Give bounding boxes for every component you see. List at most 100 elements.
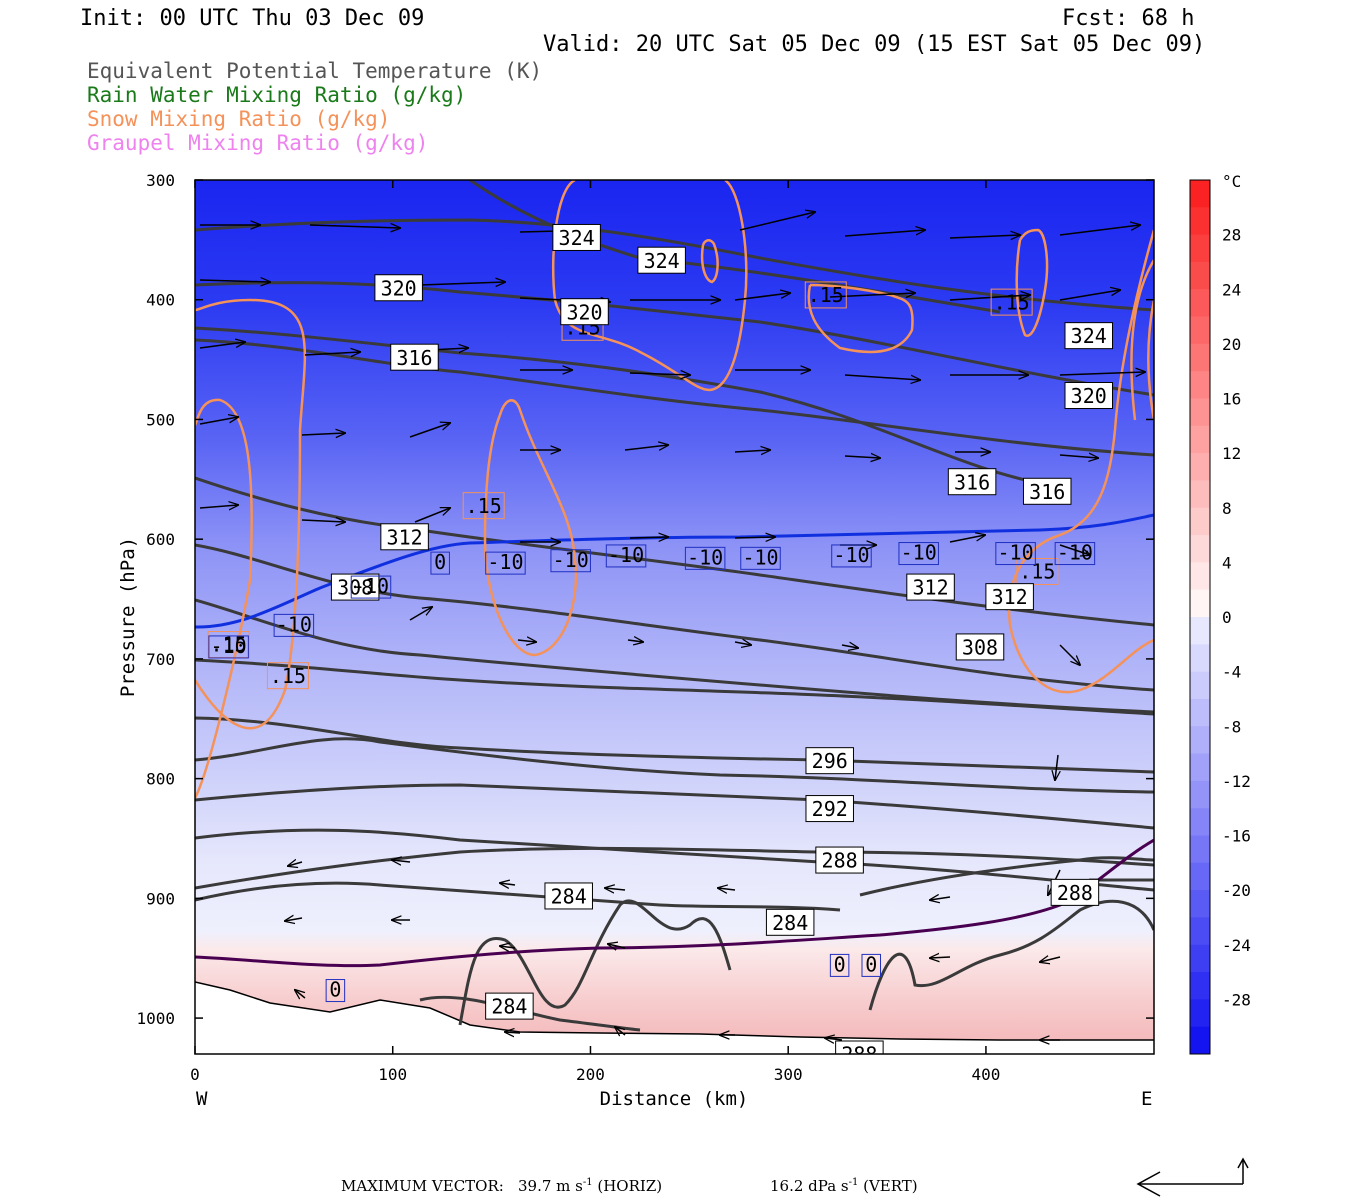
temperature-label: -10	[742, 545, 778, 569]
theta-e-label: 284	[491, 995, 527, 1019]
theta-e-label-box	[906, 573, 955, 601]
temperature-label-box	[861, 953, 881, 977]
legend-rain-water: Rain Water Mixing Ratio (g/kg)	[87, 83, 466, 107]
temperature-label: -10	[901, 541, 937, 565]
colorbar: 28 24 20 16 12 8 4 0 -4 -8 -12 -16 -20 -24 -28	[1189, 179, 1251, 1055]
theta-e-label: 312	[992, 585, 1028, 609]
colorbar-band	[1190, 617, 1210, 645]
colorbar-band	[1190, 753, 1210, 782]
x-tick-label: 300	[774, 1065, 803, 1084]
theta-e-label-box	[947, 468, 997, 496]
theta-e-label-box	[805, 795, 854, 823]
theta-e-label-box	[544, 882, 593, 910]
east-label: E	[1141, 1088, 1152, 1110]
theta-e-label-box	[815, 846, 864, 874]
snow-label: .15	[270, 664, 306, 688]
colorbar-band	[1190, 425, 1210, 454]
temperature-label-box	[684, 546, 726, 570]
theta-e-contours	[195, 180, 1154, 1032]
temperature-label: -10	[833, 543, 869, 567]
theta-e-label-box	[380, 523, 429, 551]
temperature-label: 0	[329, 978, 341, 1002]
y-tick-label: 900	[146, 889, 175, 908]
y-tick-label: 400	[146, 291, 175, 310]
snow-label: .15	[994, 290, 1030, 314]
theta-e-label: 308	[337, 576, 373, 600]
temperature-label: 0	[834, 953, 846, 977]
colorbar-band	[1190, 917, 1210, 946]
colorbar-band	[1190, 589, 1210, 618]
colorbar-band	[1190, 644, 1210, 673]
theta-e-label: 316	[954, 470, 990, 494]
colorbar-tick-label: 12	[1222, 444, 1241, 463]
theta-e-label-box	[1064, 382, 1113, 410]
colorbar-band	[1190, 289, 1210, 318]
init-time: Init: 00 UTC Thu 03 Dec 09	[80, 6, 424, 31]
colorbar-tick-label: -28	[1222, 990, 1251, 1009]
colorbar-frame	[1189, 179, 1211, 1055]
colorbar-band	[1190, 671, 1210, 700]
colorbar-tick-label: 16	[1222, 390, 1241, 409]
theta-e-label-box	[985, 583, 1034, 611]
colorbar-tick-label: -8	[1222, 717, 1241, 736]
theta-e-label: 320	[381, 276, 417, 300]
y-tick-label: 600	[146, 530, 175, 549]
theta-e-label-box	[805, 747, 854, 775]
temperature-label: -10	[1057, 541, 1093, 565]
temperature-label: -10	[487, 550, 523, 574]
theta-e-label-box	[485, 992, 534, 1020]
colorbar-band	[1190, 507, 1210, 536]
x-axis-label: Distance (km)	[600, 1088, 749, 1110]
theta-e-label: 296	[812, 749, 848, 773]
y-tick-label: 300	[146, 171, 175, 190]
vert-max: 16.2 dPa s-1 (VERT)	[770, 1177, 918, 1195]
theta-e-label: 316	[1029, 480, 1065, 504]
temperature-label-box	[485, 551, 526, 575]
theta-e-label: 284	[551, 885, 587, 909]
theta-e-label: 324	[644, 249, 680, 273]
temperature-label: -10	[998, 541, 1034, 565]
theta-e-label-box	[765, 908, 815, 936]
colorbar-band	[1190, 562, 1210, 591]
theta-e-label-box	[1064, 322, 1113, 350]
colorbar-band	[1190, 780, 1210, 809]
temperature-label-box	[831, 544, 872, 568]
colorbar-band	[1190, 808, 1210, 836]
temperature-label-box	[350, 575, 392, 599]
theta-e-label: 312	[387, 525, 423, 549]
theta-e-label-box	[374, 274, 423, 302]
snow-label: .15	[808, 283, 844, 307]
colorbar-tick-label: -16	[1222, 827, 1251, 846]
x-tick-label: 400	[971, 1065, 1000, 1084]
theta-e-label-box	[1050, 878, 1100, 906]
colorbar-band	[1190, 398, 1210, 427]
theta-e-label-box	[560, 298, 609, 326]
forecast-hour: Fcst: 68 h	[1062, 6, 1194, 31]
plot-frame	[194, 179, 1155, 1055]
colorbar-band	[1190, 944, 1210, 973]
snow-label-box	[1016, 558, 1059, 586]
y-tick-label: 500	[146, 410, 175, 429]
temperature-label: 0	[865, 953, 877, 977]
colorbar-band	[1190, 480, 1210, 509]
colorbar-band	[1190, 453, 1210, 481]
reference-vector-icon	[1136, 1157, 1249, 1197]
snow-label: .15	[466, 494, 502, 518]
theta-e-label-box	[1022, 477, 1072, 505]
temperature-label-box	[829, 953, 850, 977]
max-vector-footer: MAXIMUM VECTOR: 39.7 m s-1 (HORIZ) 16.2 …	[341, 1157, 1249, 1197]
snow-label-box	[266, 662, 309, 690]
temperature-label-box	[1054, 542, 1096, 566]
temperature-label: -10	[553, 548, 589, 572]
x-tick-label: 200	[576, 1065, 605, 1084]
theta-e-label: 288	[822, 849, 858, 873]
colorbar-band	[1190, 726, 1210, 755]
legend: Equivalent Potential Temperature (K) Rai…	[87, 59, 542, 155]
theta-e-label: 316	[396, 346, 432, 370]
theta-e-label: 284	[772, 911, 808, 935]
temperature-label: -10	[608, 543, 644, 567]
theta-e-label: 320	[566, 300, 602, 324]
theta-e-label: 288	[1057, 881, 1093, 905]
temperature-label: -10	[211, 634, 247, 658]
